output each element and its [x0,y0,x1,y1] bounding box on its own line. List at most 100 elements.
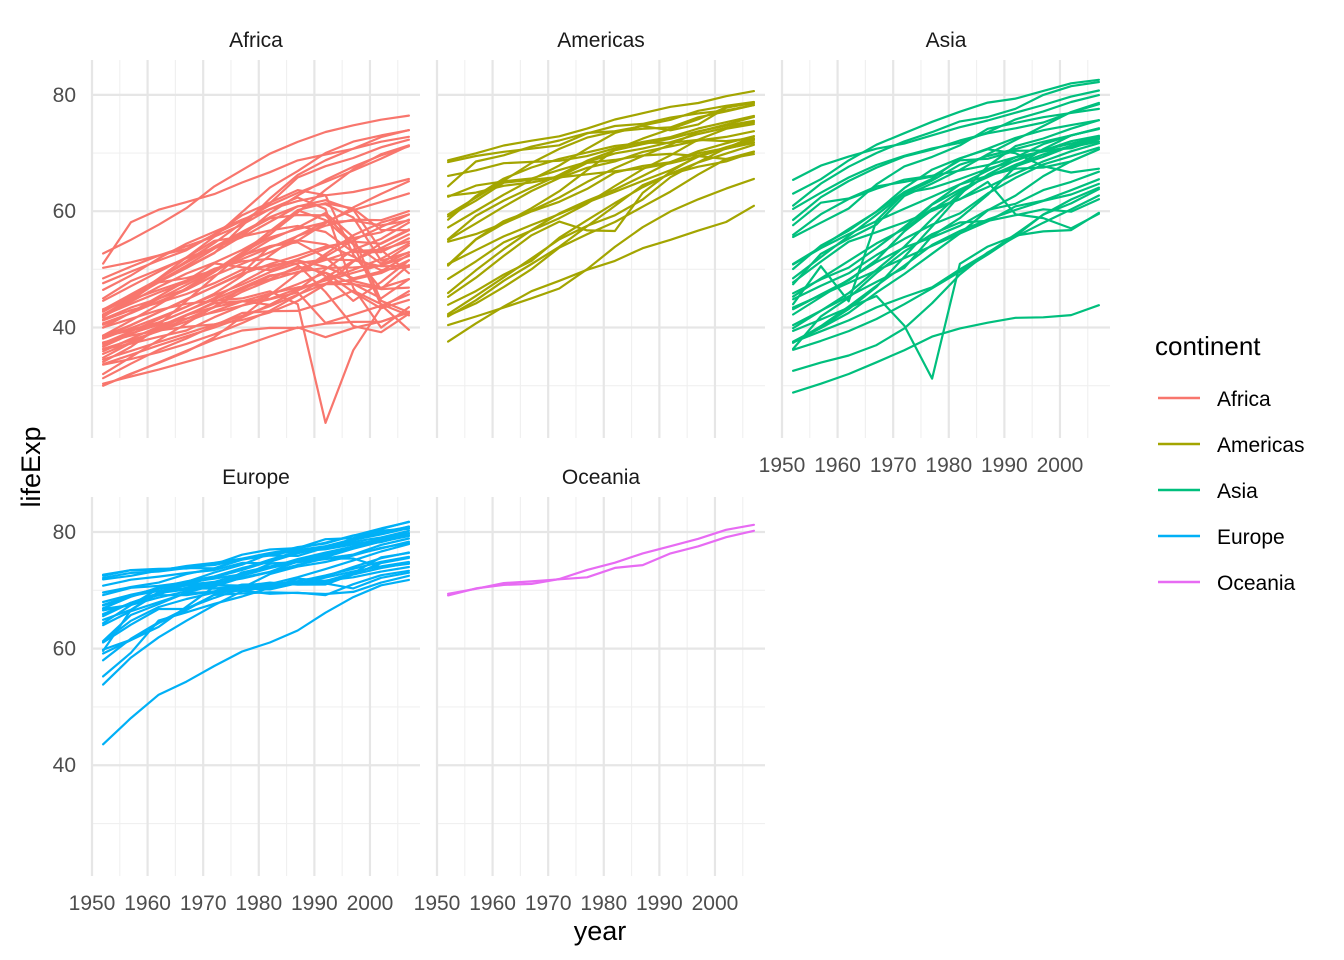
legend-label-asia: Asia [1217,480,1258,503]
series-line [101,199,410,300]
series-line [791,148,1101,271]
x-tick-label: 1990 [636,892,683,915]
x-tick-label: 1990 [981,454,1028,477]
series-line [447,101,756,188]
series-line [791,198,1101,350]
series-line [101,224,410,317]
series-line [101,218,410,337]
x-tick-label: 2000 [1037,454,1084,477]
facet-strip-label: Africa [229,29,283,52]
facet-strip-label: Europe [222,466,290,489]
series-line [791,103,1101,221]
series-line [791,101,1101,286]
series-line [101,520,410,594]
series-line [791,89,1101,181]
series-line [447,100,756,229]
series-line [447,137,756,221]
series-line [791,119,1101,343]
series-line [101,192,410,345]
series-line [101,241,410,326]
x-tick-label: 1950 [414,892,461,915]
x-tick-label: 1960 [124,892,171,915]
y-axis-title: lifeExp [16,426,46,507]
series-line [101,229,410,339]
series-line [101,571,410,653]
series-line [447,150,756,317]
series-line [791,211,1101,380]
series-line [101,114,410,255]
x-tick-label: 1990 [291,892,338,915]
series-line [791,127,1101,327]
series-line [447,523,756,597]
series-line [791,146,1101,301]
x-tick-label: 1960 [469,892,516,915]
series-line [791,148,1101,344]
facet-strip-label: Asia [926,29,967,52]
series-line [447,89,756,162]
series-line [447,130,756,241]
facet-panel-asia: Asia 1950 1960 1970 1980 1990 2000 [759,29,1110,477]
series-line [447,115,756,266]
series-line [101,578,410,746]
series-line [791,80,1101,207]
series-line [101,210,410,311]
series-line [101,219,410,337]
y-tick-label: 80 [53,521,76,544]
legend-label-oceania: Oceania [1217,572,1296,595]
series-line [101,311,410,385]
facet-panel-americas: Americas [435,29,765,438]
series-line [791,127,1101,295]
series-line [791,107,1101,239]
facet-panel-oceania: Oceania 1950 1960 1970 1980 1990 2000 [414,466,765,915]
series-line [101,129,410,302]
x-tick-label: 1980 [925,454,972,477]
series-line [447,141,756,298]
y-tick-label: 60 [53,200,76,223]
y-tick-label: 80 [53,84,76,107]
legend-label-africa: Africa [1217,388,1271,411]
series-line [447,135,756,316]
series-line [447,150,756,318]
series-line [101,291,410,338]
x-tick-label: 1980 [580,892,627,915]
x-tick-label: 1960 [814,454,861,477]
series-line [791,194,1101,372]
series-line [447,114,756,177]
series-line [447,103,756,164]
series-line [791,304,1101,394]
series-line [791,135,1101,330]
legend: continent Africa Americas Asia Europe Oceani… [1155,331,1305,595]
series-line [791,178,1101,309]
facet-panels: Africa 40 60 80 Americas Asia 1950 1960 1970 1980… [53,29,1110,915]
series-line [101,180,410,325]
legend-label-americas: Americas [1217,434,1305,457]
x-axis-title: year [574,916,627,946]
x-tick-label: 1980 [235,892,282,915]
series-line [791,140,1101,236]
series-line [101,213,410,387]
legend-title: continent [1155,331,1261,361]
series-line [447,152,756,218]
x-tick-label: 2000 [347,892,394,915]
facet-panel-africa: Africa 40 60 80 [53,29,420,438]
x-tick-label: 1970 [525,892,572,915]
series-line [101,560,410,686]
series-line [101,240,410,359]
x-tick-label: 1970 [180,892,227,915]
series-line [791,78,1101,195]
series-line [101,290,410,424]
x-tick-label: 1950 [759,454,806,477]
series-line [447,135,756,267]
y-tick-label: 40 [53,754,76,777]
series-line [447,138,756,295]
facet-strip-label: Americas [557,29,645,52]
series-line [101,258,410,340]
series-line [791,170,1101,316]
series-line [791,188,1101,351]
facet-strip-label: Oceania [562,466,641,489]
series-line [447,529,756,595]
facet-panel-europe: Europe 40 60 80 1950 1960 1970 1980 1990 2000 [53,466,420,915]
series-line [101,557,410,655]
x-tick-label: 2000 [692,892,739,915]
